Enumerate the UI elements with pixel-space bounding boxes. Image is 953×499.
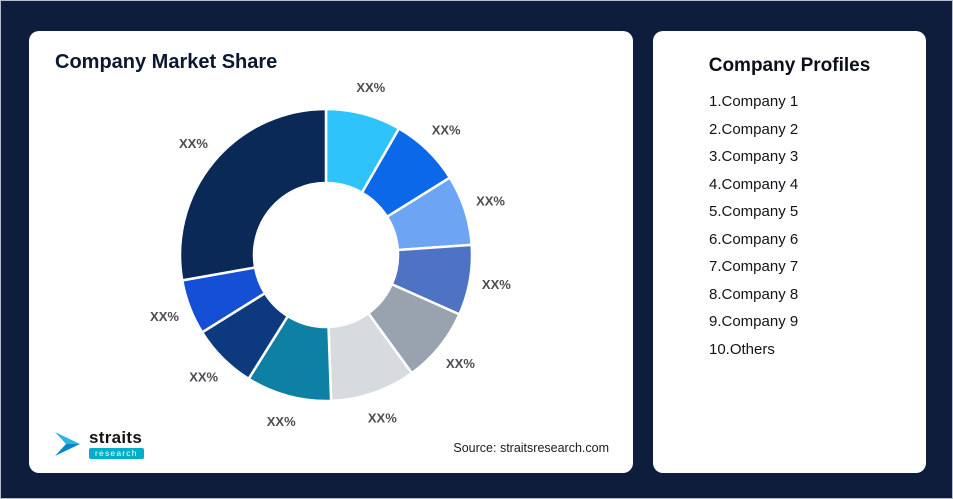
profile-list-item: 9.Company 9 <box>709 313 799 330</box>
slice-data-label: XX% <box>446 356 475 371</box>
straits-research-logo: straits research <box>53 427 144 459</box>
slice-data-label: XX% <box>179 136 208 151</box>
logo-text: straits research <box>89 427 144 459</box>
profile-list-item: 7.Company 7 <box>709 258 799 275</box>
slice-data-label: XX% <box>189 369 218 384</box>
company-profiles-card: Company Profiles 1.Company 1 2.Company 2… <box>653 31 926 473</box>
donut-segment-10 <box>178 107 328 282</box>
profile-list-item: 4.Company 4 <box>709 175 799 193</box>
profile-list-item: 6.Company 6 <box>709 230 799 248</box>
slice-data-label: XX% <box>432 123 461 138</box>
slice-data-label: XX% <box>356 80 385 95</box>
logo-tagline-text: research <box>89 447 144 459</box>
profile-list-item: 2.Company 2 <box>709 120 799 138</box>
profile-list: 1.Company 1 2.Company 2 3.Company 3 4.Co… <box>653 93 926 358</box>
profiles-title: Company Profiles <box>708 55 871 76</box>
straits-logo-mark-icon <box>55 431 80 456</box>
slice-data-label: XX% <box>150 309 179 324</box>
logo-brand-text: straits <box>89 427 143 447</box>
market-share-card: Company Market Share XX% XX% XX% XX% XX% XX% X… <box>29 31 633 473</box>
profile-list-item: 10.Others <box>709 340 775 358</box>
source-attribution: Source: straitsresearch.com <box>453 441 609 455</box>
chart-title: Company Market Share <box>55 51 278 73</box>
slice-data-label: XX% <box>482 277 511 292</box>
slice-data-label: XX% <box>476 194 505 209</box>
profile-list-item: 5.Company 5 <box>709 203 799 220</box>
slice-data-label: XX% <box>368 411 397 426</box>
profile-list-item: 8.Company 8 <box>709 285 799 303</box>
market-share-donut-chart: XX% XX% XX% XX% XX% XX% XX% XX% XX% XX% <box>150 80 511 429</box>
slice-data-label: XX% <box>267 414 296 429</box>
profile-list-item: 3.Company 3 <box>709 148 799 165</box>
profile-list-item: 1.Company 1 <box>709 93 799 110</box>
